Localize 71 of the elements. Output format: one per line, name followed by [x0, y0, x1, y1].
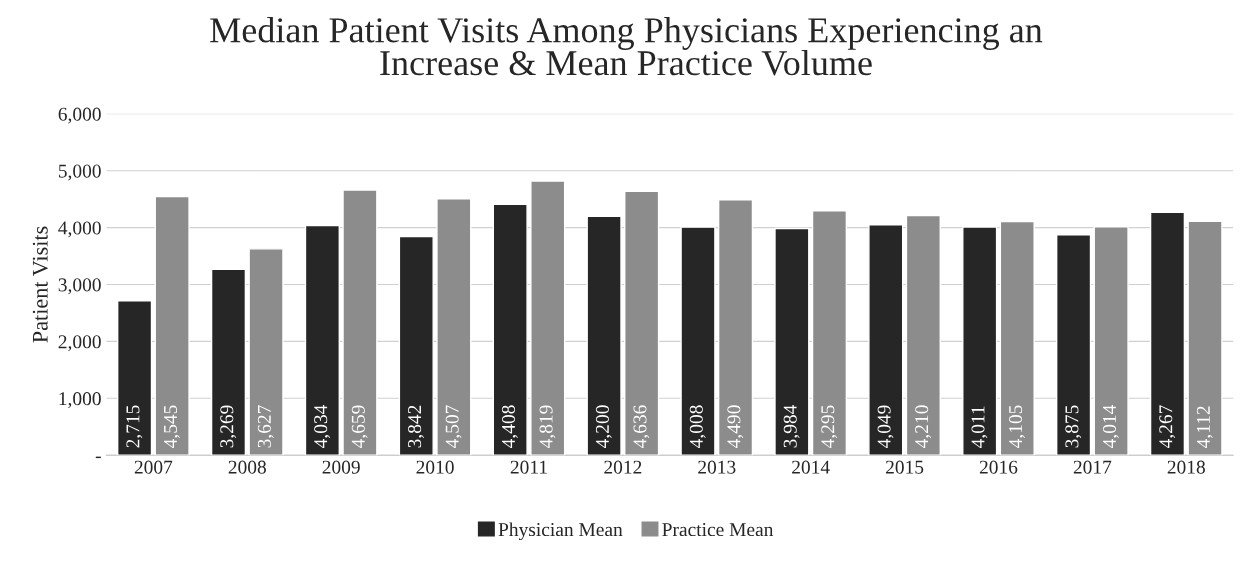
- x-tick-label: 2010: [416, 460, 454, 474]
- y-tick-label: 4,000: [58, 221, 101, 238]
- x-tick-label: 2008: [228, 460, 266, 474]
- data-label: 4,008: [689, 405, 706, 448]
- data-label: 4,659: [351, 405, 368, 448]
- bar: [116, 300, 153, 456]
- data-label: 4,200: [595, 405, 612, 448]
- data-label: 4,295: [821, 405, 838, 448]
- y-tick-label: 3,000: [58, 278, 101, 295]
- bar: [717, 199, 754, 456]
- x-tick-label: 2011: [510, 460, 547, 474]
- data-label: 3,842: [408, 405, 424, 448]
- y-tick-label: 1,000: [59, 392, 101, 409]
- legend-label: Physician Mean: [498, 522, 623, 541]
- x-tick-label: 2012: [604, 460, 642, 474]
- bar: [811, 210, 848, 456]
- data-label: 4,034: [314, 404, 331, 448]
- y-tick-label: 6,000: [58, 107, 101, 124]
- data-label: 3,875: [1065, 405, 1082, 448]
- bar: [1149, 211, 1186, 456]
- bar: [342, 189, 378, 456]
- y-axis-title: Patient Visits: [32, 226, 48, 343]
- data-label: 4,049: [877, 405, 894, 448]
- data-label: 4,819: [539, 405, 556, 448]
- x-tick-label: 2017: [1073, 460, 1112, 474]
- bar: [154, 195, 190, 456]
- bar: [248, 248, 284, 456]
- x-tick-label: 2007: [134, 460, 173, 474]
- data-label: 4,210: [915, 405, 932, 448]
- data-label: 4,112: [1196, 406, 1213, 448]
- data-label: 2,715: [126, 405, 143, 448]
- data-label: 3,627: [257, 405, 274, 448]
- bar: [774, 227, 810, 456]
- bar: [624, 190, 660, 456]
- data-label: 4,545: [164, 405, 180, 448]
- x-tick-label: 2013: [698, 460, 736, 474]
- bar: [868, 224, 904, 456]
- data-label: 4,267: [1159, 405, 1176, 448]
- data-label: 4,507: [445, 405, 462, 448]
- bar: [1187, 220, 1223, 456]
- x-tick-label: 2014: [792, 460, 830, 474]
- y-tick-label: 2,000: [58, 335, 101, 352]
- bar: [1093, 226, 1129, 456]
- x-tick-label: 2009: [322, 460, 360, 474]
- bar: [304, 224, 340, 456]
- bar: [962, 226, 998, 456]
- data-label: 4,636: [633, 405, 650, 448]
- data-label: 4,490: [727, 405, 744, 448]
- bar: [210, 268, 247, 456]
- y-tick-label: -: [95, 456, 101, 459]
- bar: [398, 235, 434, 456]
- data-label: 4,011: [971, 406, 988, 448]
- legend-label: Practice Mean: [662, 523, 774, 537]
- data-label: 4,105: [1009, 405, 1025, 448]
- bar: [436, 198, 472, 456]
- x-tick-label: 2016: [979, 460, 1018, 474]
- data-label: 3,269: [220, 405, 237, 448]
- bar: [680, 226, 716, 456]
- x-tick-label: 2018: [1167, 460, 1205, 474]
- chart-title: Median Patient Visits Among Physicians Experiencing an Increase & Mean Practice Volume: [210, 17, 1043, 76]
- data-label: 4,014: [1102, 404, 1119, 448]
- y-tick-label: 5,000: [58, 164, 101, 181]
- bar: [492, 203, 528, 456]
- data-label: 3,984: [783, 404, 800, 448]
- bar: [905, 214, 941, 456]
- bar: [586, 215, 622, 456]
- x-tick-label: 2015: [885, 460, 924, 474]
- data-label: 4,408: [501, 405, 518, 448]
- bar: [530, 180, 566, 456]
- bar: [1055, 234, 1092, 456]
- bar: [999, 220, 1035, 456]
